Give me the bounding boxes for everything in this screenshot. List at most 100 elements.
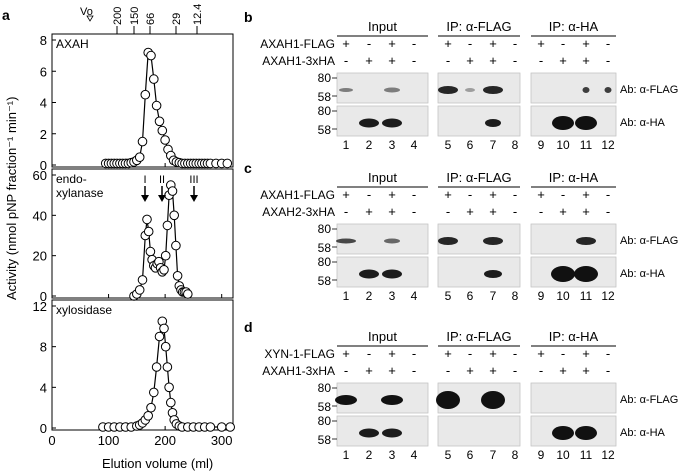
size-marker-label: 66 <box>145 13 157 25</box>
protein-band <box>359 269 379 279</box>
sign-mark: + <box>489 53 497 68</box>
protein-band <box>436 391 460 409</box>
lane-number: 3 <box>389 138 396 152</box>
lane-number: 8 <box>512 448 519 462</box>
mw-label: 58 <box>318 241 332 255</box>
data-point <box>146 402 156 413</box>
antibody-label: Ab: α-FLAG <box>620 84 678 96</box>
protein-band <box>551 266 575 282</box>
sign-mark: - <box>606 363 610 378</box>
lane-number: 2 <box>366 138 373 152</box>
group-header: IP: α-HA <box>549 19 599 34</box>
data-point <box>183 289 193 299</box>
panel-b-letter: b <box>244 9 253 25</box>
mw-label: 58 <box>318 433 332 447</box>
mw-label: 58 <box>318 90 332 104</box>
data-point <box>154 116 165 127</box>
blot-strip <box>437 223 521 255</box>
group-header: IP: α-FLAG <box>446 329 511 344</box>
row-label-ha: AXAH1-3xHA <box>262 364 335 378</box>
x-tick-label: 100 <box>98 433 120 448</box>
sign-mark: - <box>606 346 610 361</box>
lane-number: 1 <box>343 289 350 303</box>
sign-mark: + <box>342 36 350 51</box>
protein-band <box>438 86 458 94</box>
protein-band <box>465 88 475 92</box>
protein-band <box>359 118 379 128</box>
data-point <box>172 271 183 281</box>
data-point <box>143 411 153 421</box>
lane-number: 4 <box>411 138 418 152</box>
data-point <box>216 422 227 432</box>
sign-mark: + <box>365 204 373 219</box>
sign-mark: + <box>582 53 590 68</box>
sign-mark: - <box>412 36 416 51</box>
y-tick-label: 4 <box>40 96 47 111</box>
sign-mark: + <box>582 36 590 51</box>
lane-number: 12 <box>601 289 615 303</box>
peak-arrowhead-icon <box>158 195 166 202</box>
mw-label: 58 <box>318 123 332 137</box>
y-tick-label: 20 <box>33 249 47 264</box>
sign-mark: + <box>388 346 396 361</box>
sign-mark: - <box>412 204 416 219</box>
protein-band <box>481 391 505 409</box>
size-marker-label: 150 <box>129 7 141 25</box>
y-tick-label: 12 <box>33 299 47 314</box>
mw-label: 58 <box>318 274 332 288</box>
data-point <box>171 240 181 251</box>
group-header: IP: α-FLAG <box>446 170 511 185</box>
blot-strip <box>336 415 429 447</box>
protein-band <box>381 395 403 405</box>
protein-band <box>484 270 502 278</box>
peak-label: III <box>189 174 198 186</box>
sign-mark: - <box>513 53 517 68</box>
antibody-label: Ab: α-HA <box>620 117 666 129</box>
sign-mark: - <box>513 363 517 378</box>
lane-number: 9 <box>538 289 545 303</box>
data-point <box>222 158 233 169</box>
blot-strip <box>530 72 617 104</box>
chart-frame-2 <box>51 168 234 299</box>
size-marker-label: 29 <box>171 13 183 25</box>
data-point <box>151 362 162 372</box>
sign-mark: + <box>388 53 396 68</box>
lane-number: 5 <box>445 289 452 303</box>
lane-number: 2 <box>366 448 373 462</box>
y-tick-label: 8 <box>40 340 47 355</box>
protein-band <box>336 238 356 244</box>
lane-number: 10 <box>556 138 570 152</box>
lane-number: 4 <box>411 448 418 462</box>
vo-marker-label: Vo <box>80 6 93 18</box>
blot-strip <box>336 72 429 104</box>
lane-number: 5 <box>445 448 452 462</box>
protein-band <box>582 87 590 93</box>
data-point <box>143 226 154 237</box>
sign-mark: + <box>559 53 567 68</box>
lane-number: 12 <box>601 448 615 462</box>
data-point <box>159 323 169 334</box>
sign-mark: - <box>606 204 610 219</box>
mw-label: 80 <box>318 414 332 428</box>
lane-number: 6 <box>467 138 474 152</box>
blot-strip <box>336 223 429 255</box>
lane-number: 6 <box>467 448 474 462</box>
mw-label: 80 <box>318 255 332 269</box>
protein-band <box>382 269 402 279</box>
lane-number: 5 <box>445 138 452 152</box>
data-point <box>149 387 159 398</box>
antibody-label: Ab: α-FLAG <box>620 235 678 247</box>
peak-arrowhead-icon <box>141 195 149 202</box>
row-label-ha: AXAH2-3xHA <box>262 205 335 219</box>
data-point <box>137 275 148 285</box>
data-point <box>164 382 174 393</box>
y-tick-label: 6 <box>40 64 47 79</box>
sign-mark: - <box>513 36 517 51</box>
row-label-flag: XYN-1-FLAG <box>264 347 335 361</box>
data-point <box>160 135 170 145</box>
data-point <box>134 285 145 295</box>
data-point <box>154 331 165 342</box>
blot-strip <box>336 256 429 288</box>
data-point <box>225 422 235 432</box>
sign-mark: - <box>412 53 416 68</box>
